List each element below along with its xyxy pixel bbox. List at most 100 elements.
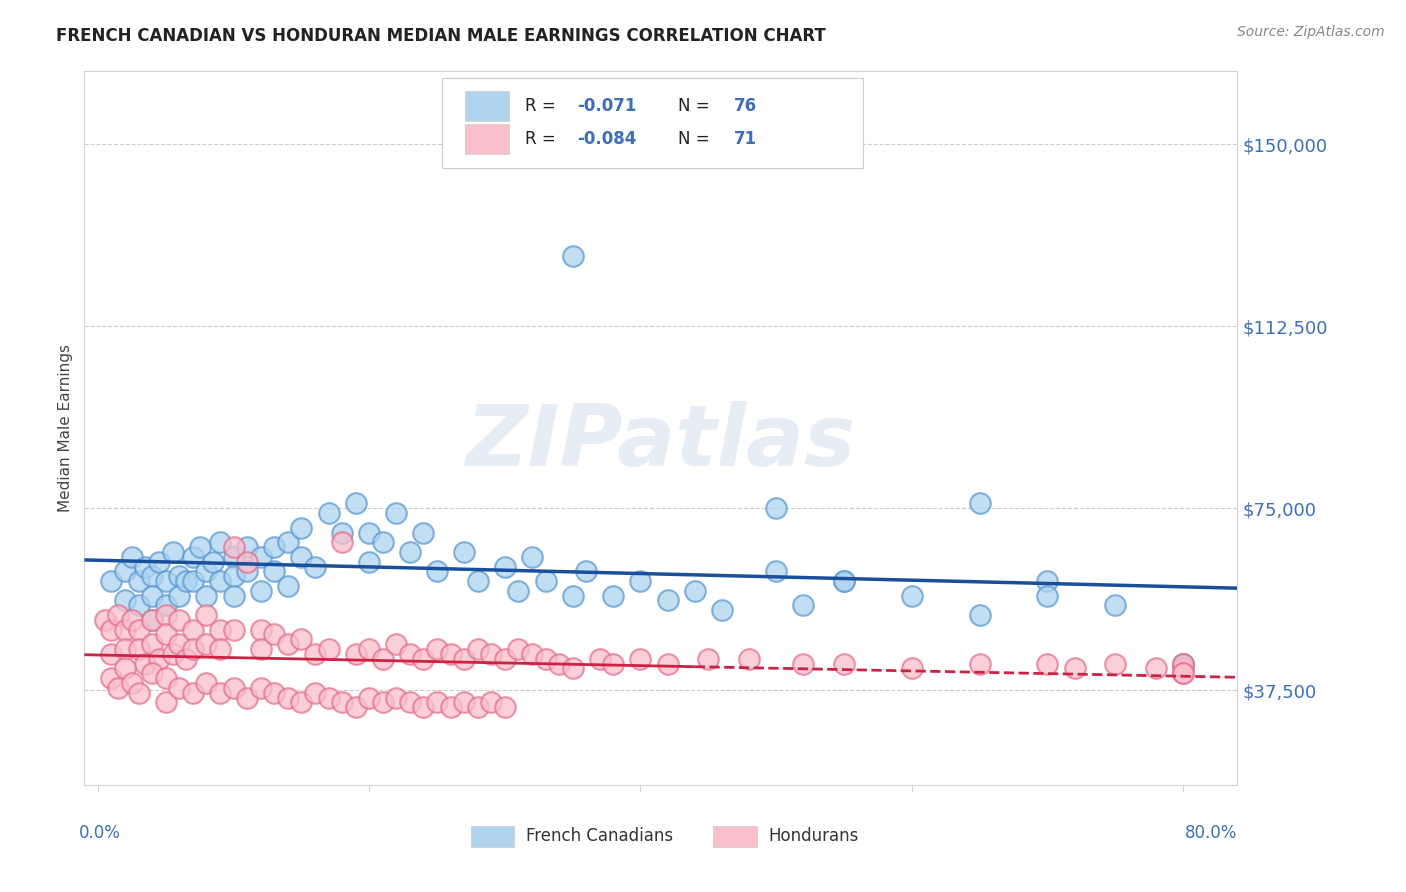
Point <box>169 681 191 695</box>
Point <box>561 249 583 263</box>
Point <box>236 565 259 579</box>
Point <box>399 545 422 559</box>
Point <box>969 496 991 510</box>
Point <box>520 647 543 661</box>
Point <box>426 695 449 709</box>
Point <box>222 569 245 583</box>
Point <box>128 642 150 657</box>
Point <box>575 565 598 579</box>
Point <box>589 652 612 666</box>
Point <box>107 681 129 695</box>
Bar <box>465 124 509 154</box>
Point <box>453 545 475 559</box>
Point <box>765 501 787 516</box>
Point <box>134 559 156 574</box>
Point <box>304 559 326 574</box>
Point <box>128 623 150 637</box>
Point <box>467 700 489 714</box>
Point <box>236 690 259 705</box>
Point <box>181 642 204 657</box>
Point <box>508 642 530 657</box>
Point <box>534 652 557 666</box>
Text: FRENCH CANADIAN VS HONDURAN MEDIAN MALE EARNINGS CORRELATION CHART: FRENCH CANADIAN VS HONDURAN MEDIAN MALE … <box>56 27 825 45</box>
Point <box>344 647 367 661</box>
Point <box>162 647 184 661</box>
Point <box>208 623 231 637</box>
Text: 80.0%: 80.0% <box>1185 824 1237 842</box>
Point <box>330 525 353 540</box>
Point <box>195 608 218 623</box>
Point <box>520 549 543 564</box>
Point <box>479 647 502 661</box>
Point <box>249 549 271 564</box>
Point <box>114 565 136 579</box>
Point <box>453 652 475 666</box>
Point <box>263 627 285 641</box>
Point <box>93 613 115 627</box>
Point <box>195 565 218 579</box>
FancyBboxPatch shape <box>441 78 863 168</box>
Point <box>162 545 184 559</box>
Point <box>277 690 299 705</box>
Point <box>155 608 177 623</box>
Point <box>107 608 129 623</box>
Point <box>169 613 191 627</box>
Point <box>208 686 231 700</box>
Text: 71: 71 <box>734 130 756 148</box>
Point <box>208 642 231 657</box>
Point <box>412 700 434 714</box>
Point <box>290 695 312 709</box>
Point <box>412 525 434 540</box>
Point <box>236 540 259 554</box>
Point <box>371 535 394 549</box>
Point <box>128 599 150 613</box>
Point <box>359 642 381 657</box>
Point <box>548 657 571 671</box>
Point <box>304 647 326 661</box>
Point <box>479 695 502 709</box>
Point <box>683 583 706 598</box>
Text: N =: N = <box>678 96 716 114</box>
Point <box>494 559 516 574</box>
Point <box>141 589 163 603</box>
Point <box>174 652 197 666</box>
Point <box>290 632 312 647</box>
Point <box>202 555 225 569</box>
Point <box>141 569 163 583</box>
Point <box>792 657 814 671</box>
Point <box>1171 666 1194 681</box>
Text: R =: R = <box>524 96 561 114</box>
Text: Hondurans: Hondurans <box>768 828 859 846</box>
Point <box>832 657 855 671</box>
Point <box>330 695 353 709</box>
Text: Source: ZipAtlas.com: Source: ZipAtlas.com <box>1237 25 1385 39</box>
Point <box>134 657 156 671</box>
Point <box>832 574 855 588</box>
Point <box>385 690 408 705</box>
Point <box>141 613 163 627</box>
Point <box>602 589 624 603</box>
Point <box>426 642 449 657</box>
Point <box>969 657 991 671</box>
Point <box>195 637 218 651</box>
Point <box>249 583 271 598</box>
Point <box>290 549 312 564</box>
Point <box>249 623 271 637</box>
Point <box>195 589 218 603</box>
Point <box>1171 657 1194 671</box>
Point <box>1171 657 1194 671</box>
Point <box>1144 661 1167 675</box>
Text: -0.071: -0.071 <box>576 96 636 114</box>
Point <box>114 593 136 607</box>
Y-axis label: Median Male Earnings: Median Male Earnings <box>58 344 73 512</box>
Point <box>1104 599 1126 613</box>
Point <box>148 555 170 569</box>
Point <box>467 642 489 657</box>
Point <box>208 574 231 588</box>
Point <box>128 574 150 588</box>
Point <box>155 671 177 685</box>
Point <box>534 574 557 588</box>
Point <box>114 661 136 675</box>
Point <box>426 565 449 579</box>
Point <box>371 695 394 709</box>
